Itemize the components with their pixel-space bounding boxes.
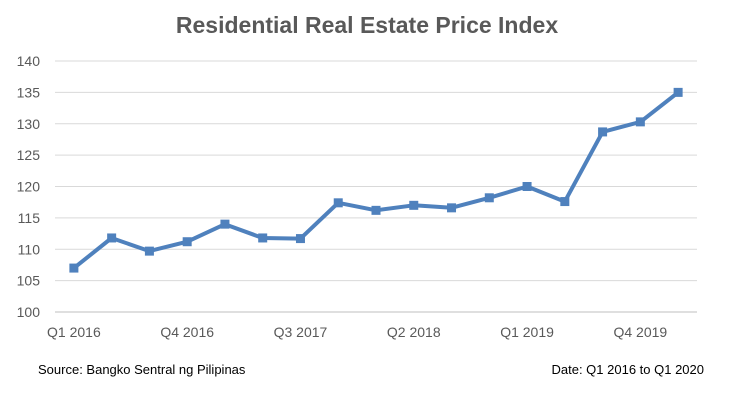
data-point xyxy=(258,233,268,243)
y-tick-label: 100 xyxy=(17,304,41,320)
x-tick-label: Q4 2016 xyxy=(160,324,214,340)
date-range-note: Date: Q1 2016 to Q1 2020 xyxy=(551,362,705,377)
data-point xyxy=(560,197,570,207)
y-axis: 100 105 110 115 120 125 130 135 140 xyxy=(17,53,41,320)
y-tick-label: 120 xyxy=(17,179,41,195)
line-chart: 100 105 110 115 120 125 130 135 140 Q1 2016 Q4 20… xyxy=(17,53,697,340)
series xyxy=(69,87,683,273)
chart-title: Residential Real Estate Price Index xyxy=(175,12,559,38)
data-point xyxy=(522,182,532,191)
data-point xyxy=(371,205,381,215)
y-tick-label: 140 xyxy=(17,53,41,69)
x-tick-label: Q4 2019 xyxy=(613,324,667,340)
data-point xyxy=(144,246,154,256)
y-tick-label: 105 xyxy=(17,273,41,289)
data-point xyxy=(673,87,683,97)
y-tick-label: 130 xyxy=(17,116,41,132)
data-point xyxy=(409,200,419,210)
y-tick-label: 110 xyxy=(18,241,41,257)
data-point xyxy=(69,263,79,273)
data-point xyxy=(220,219,230,229)
x-tick-label: Q2 2018 xyxy=(387,324,441,340)
data-point xyxy=(333,198,343,208)
data-point xyxy=(295,234,305,244)
x-tick-label: Q1 2019 xyxy=(500,324,554,340)
x-tick-label: Q1 2016 xyxy=(47,324,101,340)
data-point xyxy=(484,193,494,203)
data-point xyxy=(598,127,608,137)
y-tick-label: 115 xyxy=(18,210,41,226)
data-point xyxy=(107,233,117,243)
data-point xyxy=(635,117,645,127)
series-line xyxy=(71,90,681,271)
y-tick-label: 125 xyxy=(17,147,41,163)
source-note: Source: Bangko Sentral ng Pilipinas xyxy=(38,362,246,377)
data-point xyxy=(182,237,192,247)
y-tick-label: 135 xyxy=(17,84,41,100)
data-point xyxy=(447,203,457,213)
x-tick-label: Q3 2017 xyxy=(274,324,328,340)
x-axis: Q1 2016 Q4 2016 Q3 2017 Q2 2018 Q1 2019 Q4 20… xyxy=(47,311,697,340)
